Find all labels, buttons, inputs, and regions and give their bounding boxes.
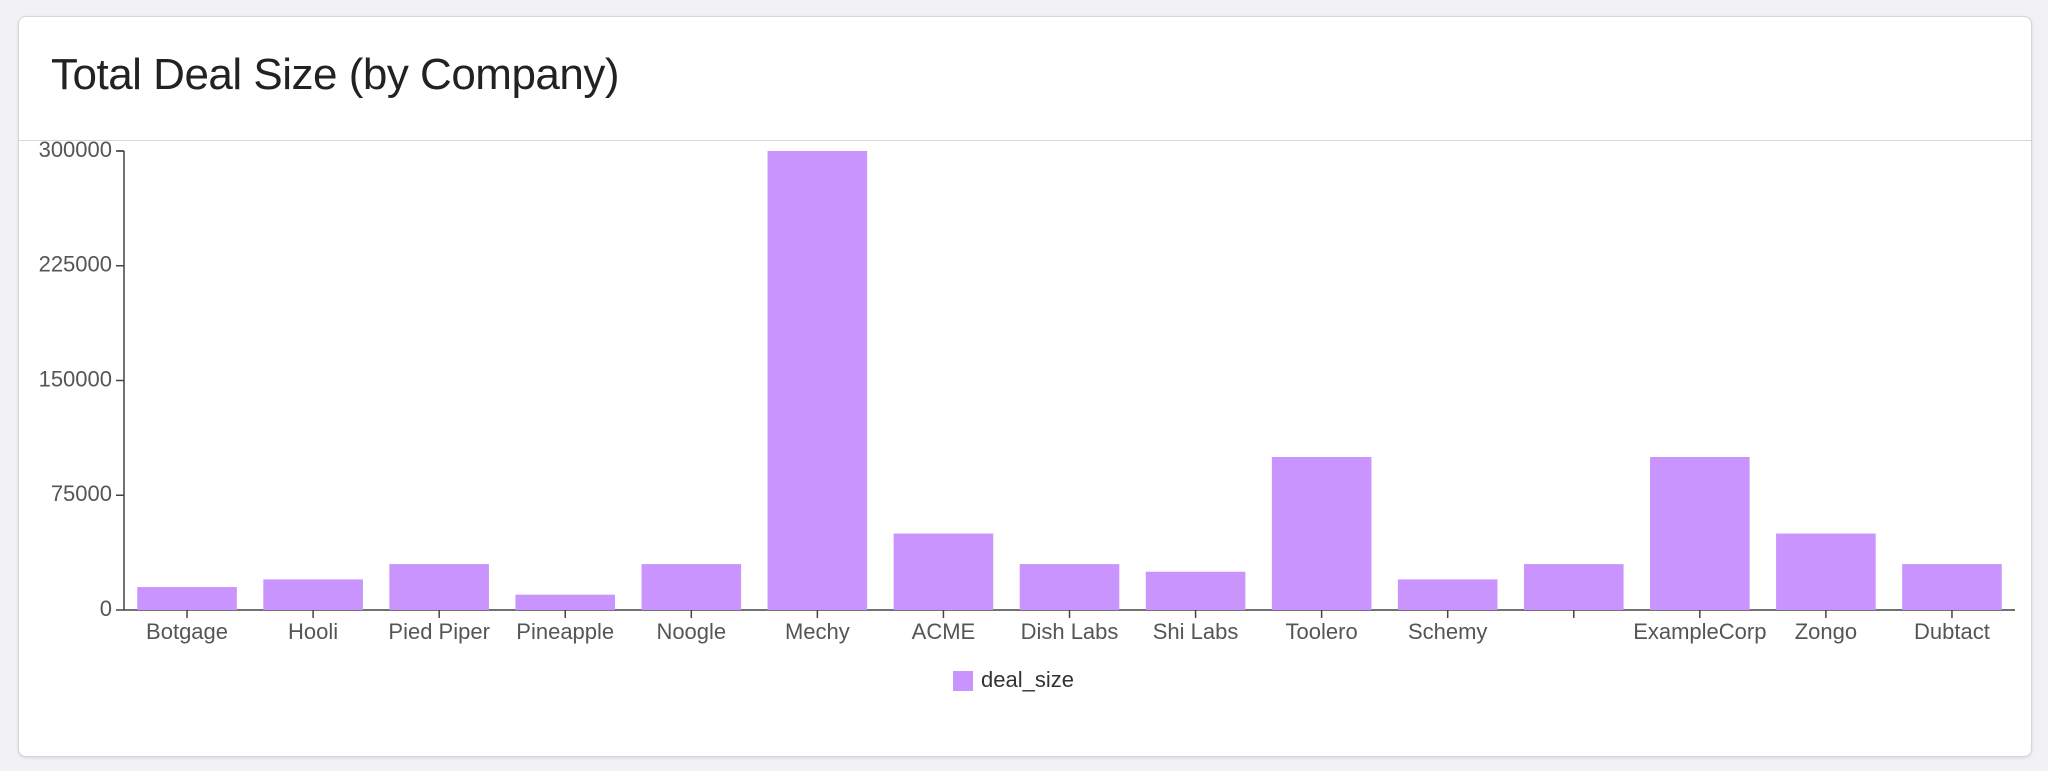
chart-card: Total Deal Size (by Company) 0 75000 15000… bbox=[18, 16, 2032, 757]
x-tick-label: Shi Labs bbox=[1153, 619, 1239, 644]
x-tick-label: Pineapple bbox=[516, 619, 614, 644]
y-tick-label: 225000 bbox=[39, 252, 112, 277]
y-tick-label: 150000 bbox=[39, 366, 112, 391]
bar[interactable] bbox=[515, 594, 616, 610]
x-tick-label: Mechy bbox=[785, 619, 850, 644]
x-tick-label: Hooli bbox=[288, 619, 338, 644]
x-tick-label: Pied Piper bbox=[388, 619, 490, 644]
bar[interactable] bbox=[1523, 564, 1624, 610]
bar[interactable] bbox=[1776, 533, 1876, 611]
card-header: Total Deal Size (by Company) bbox=[19, 17, 2031, 141]
x-tick-label: Botgage bbox=[146, 619, 228, 644]
bar[interactable] bbox=[137, 587, 237, 610]
x-tick-label: Noogle bbox=[656, 619, 726, 644]
y-tick-label: 0 bbox=[100, 596, 112, 621]
bar[interactable] bbox=[389, 564, 489, 610]
x-tick-label: Schemy bbox=[1408, 619, 1487, 644]
x-tick-label: ExampleCorp bbox=[1633, 619, 1766, 644]
bar-chart: 0 75000 150000 225000 300000 Botgage Hooli Pied… bbox=[39, 137, 2015, 692]
bar[interactable] bbox=[1650, 457, 1750, 610]
bar[interactable] bbox=[1019, 564, 1120, 610]
bar[interactable] bbox=[1271, 457, 1372, 610]
bar[interactable] bbox=[1397, 579, 1498, 610]
legend-label: deal_size bbox=[981, 667, 1074, 692]
chart-title: Total Deal Size (by Company) bbox=[51, 49, 620, 99]
bar[interactable] bbox=[263, 579, 363, 610]
y-tick-label: 75000 bbox=[51, 481, 112, 506]
bar[interactable] bbox=[893, 533, 994, 611]
x-tick-label: Dish Labs bbox=[1021, 619, 1119, 644]
legend-swatch bbox=[953, 671, 973, 691]
x-tick-label: Toolero bbox=[1286, 619, 1358, 644]
bar[interactable] bbox=[1902, 564, 2002, 610]
x-tick-label: Dubtact bbox=[1914, 619, 1990, 644]
bar[interactable] bbox=[641, 564, 742, 610]
bar[interactable] bbox=[767, 151, 868, 610]
x-tick-label: Zongo bbox=[1795, 619, 1857, 644]
x-tick-label: ACME bbox=[912, 619, 976, 644]
bar[interactable] bbox=[1145, 571, 1246, 610]
y-tick-label: 300000 bbox=[39, 137, 112, 162]
